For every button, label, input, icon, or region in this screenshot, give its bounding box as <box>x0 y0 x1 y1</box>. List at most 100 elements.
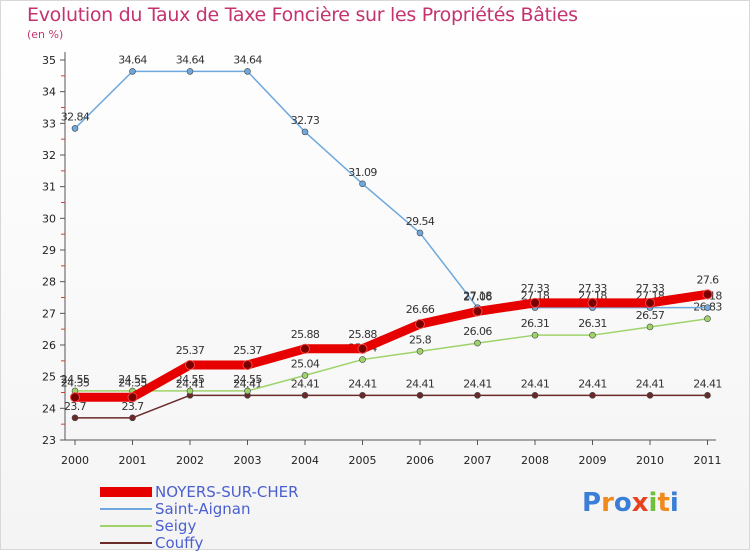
legend-label-noyers-sur-cher: NOYERS-SUR-CHER <box>155 483 299 501</box>
legend-swatch-seigy <box>100 525 152 527</box>
data-label-noyers-sur-cher: 25.37 <box>176 344 205 357</box>
data-point-couffy <box>71 414 79 422</box>
legend-swatch-couffy <box>100 542 152 544</box>
x-tick-label: 2010 <box>636 454 664 467</box>
x-tick-label: 2008 <box>521 454 549 467</box>
logo-letter: r <box>601 488 614 518</box>
y-tick-label: 23 <box>42 434 56 447</box>
data-label-noyers-sur-cher: 27.33 <box>578 282 607 295</box>
data-label-couffy: 24.41 <box>636 377 665 390</box>
data-point-seigy <box>531 331 539 339</box>
data-label-seigy: 24.55 <box>233 373 262 386</box>
data-point-couffy <box>359 392 366 399</box>
x-tick-label: 2004 <box>291 454 319 467</box>
data-label-couffy: 24.41 <box>176 377 205 390</box>
y-tick-label: 26 <box>42 339 56 352</box>
data-label-couffy: 24.41 <box>406 377 435 390</box>
data-label-noyers-sur-cher: 24.35 <box>61 376 90 389</box>
y-tick-label: 27 <box>42 307 56 320</box>
data-point-noyers-sur-cher <box>415 319 425 330</box>
y-tick-label: 24 <box>42 402 56 415</box>
data-point-noyers-sur-cher <box>357 343 368 354</box>
data-point-couffy <box>129 414 136 422</box>
data-label-noyers-sur-cher: 27.06 <box>463 290 492 303</box>
data-point-seigy <box>474 339 481 347</box>
data-point-seigy <box>301 372 309 379</box>
data-point-noyers-sur-cher <box>242 359 253 370</box>
x-tick-label: 2005 <box>349 454 377 467</box>
data-point-seigy <box>244 387 251 395</box>
data-label-saint-aignan: 32.84 <box>61 110 90 123</box>
data-label-seigy: 25.04 <box>291 357 320 370</box>
data-label-saint-aignan: 34.64 <box>176 53 205 66</box>
logo-letter: i <box>669 488 679 518</box>
data-label-noyers-sur-cher: 25.88 <box>348 328 377 341</box>
data-point-seigy <box>704 315 711 323</box>
data-label-saint-aignan: 31.09 <box>348 166 377 179</box>
data-label-noyers-sur-cher: 27.33 <box>636 282 665 295</box>
data-point-seigy <box>646 323 654 331</box>
logo-letter: t <box>657 488 670 518</box>
data-label-couffy: 24.41 <box>233 377 262 390</box>
logo-letter: P <box>582 488 602 518</box>
data-label-saint-aignan: 34.64 <box>118 53 147 66</box>
y-tick-label: 25 <box>42 371 56 384</box>
data-label-noyers-sur-cher: 25.37 <box>233 344 262 357</box>
data-point-seigy <box>589 331 596 339</box>
data-point-saint-aignan <box>244 68 251 75</box>
data-point-noyers-sur-cher <box>530 297 540 308</box>
data-point-seigy <box>359 356 366 363</box>
data-label-saint-aignan: 29.54 <box>406 215 435 228</box>
data-label-seigy: 26.31 <box>578 317 607 330</box>
data-label-couffy: 23.7 <box>64 400 87 413</box>
data-label-couffy: 24.41 <box>521 377 550 390</box>
line-chart: 23 24 25 26 27 28 29 30 31 32 33 34 35 2000 2001 2002 20… <box>42 52 723 467</box>
data-point-saint-aignan <box>71 125 79 132</box>
data-label-seigy: 24.55 <box>118 373 147 386</box>
chart-unit-label: (en %) <box>27 28 64 41</box>
y-tick-label: 29 <box>42 244 56 257</box>
data-point-noyers-sur-cher <box>127 392 138 403</box>
x-tick-label: 2007 <box>464 454 492 467</box>
chart-title: Evolution du Taux de Taxe Foncière sur l… <box>27 4 578 26</box>
series-line-seigy <box>74 317 709 392</box>
legend-swatch-noyers-sur-cher <box>100 487 152 497</box>
x-tick-label: 2009 <box>579 454 607 467</box>
data-point-noyers-sur-cher <box>300 343 310 354</box>
data-point-couffy <box>704 392 711 399</box>
data-point-noyers-sur-cher <box>185 359 195 370</box>
legend-label-saint-aignan: Saint-Aignan <box>155 500 251 518</box>
logo-letter: o <box>613 488 632 518</box>
data-point-seigy <box>416 348 424 355</box>
data-label-seigy: 24.55 <box>61 373 90 386</box>
data-label-couffy: 23.7 <box>121 400 144 413</box>
data-label-couffy: 24.41 <box>693 377 722 390</box>
series-line-saint-aignan <box>74 70 709 309</box>
x-tick-label: 2011 <box>694 454 722 467</box>
data-point-noyers-sur-cher <box>587 297 598 308</box>
data-label-couffy: 24.41 <box>348 377 377 390</box>
data-point-couffy <box>589 392 596 399</box>
data-label-noyers-sur-cher: 27.6 <box>696 273 719 286</box>
y-tick-label: 35 <box>42 54 56 67</box>
data-point-noyers-sur-cher <box>472 306 483 317</box>
y-tick-label: 30 <box>42 212 56 225</box>
series-line-couffy <box>74 394 709 419</box>
data-point-couffy <box>416 392 424 399</box>
data-point-noyers-sur-cher <box>702 289 713 300</box>
x-tick-label: 2002 <box>176 454 204 467</box>
data-point-saint-aignan <box>301 128 309 136</box>
data-label-noyers-sur-cher: 24.35 <box>118 376 147 389</box>
x-tick-label: 2000 <box>61 454 89 467</box>
data-label-saint-aignan: 32.73 <box>291 114 320 127</box>
legend-label-couffy: Couffy <box>155 534 204 552</box>
data-point-couffy <box>646 392 654 399</box>
series-line-noyers-sur-cher <box>70 289 712 402</box>
legend-label-seigy: Seigy <box>155 517 197 535</box>
data-point-saint-aignan <box>359 180 366 188</box>
data-label-seigy: 26.31 <box>521 317 550 330</box>
y-tick-label: 32 <box>42 149 56 162</box>
logo-letter: x <box>631 488 649 518</box>
data-point-saint-aignan <box>704 304 711 311</box>
